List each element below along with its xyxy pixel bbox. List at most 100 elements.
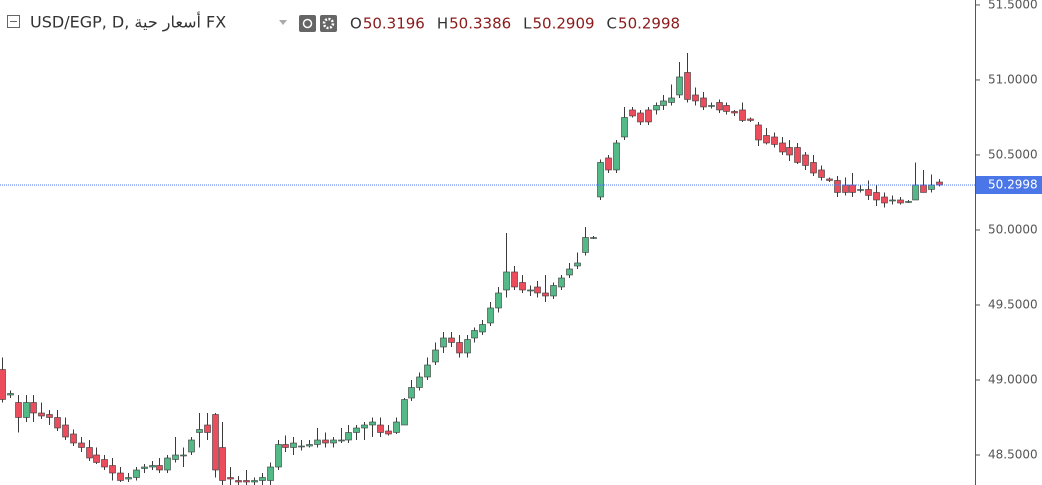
candle-body: [101, 459, 108, 468]
candle-body: [149, 465, 156, 468]
candle-body: [30, 402, 37, 414]
candle-body: [314, 439, 321, 445]
candle-body: [38, 412, 45, 417]
y-tick-label: 51.0000: [988, 72, 1038, 86]
candle-body: [534, 286, 541, 294]
candle-body: [857, 189, 864, 191]
ohlc-value: 50.3386: [449, 15, 511, 33]
ohlc-key: L: [523, 15, 532, 33]
candle-body: [739, 109, 746, 121]
collapse-button[interactable]: [7, 15, 20, 28]
candle-body: [306, 444, 313, 447]
candle-body: [723, 105, 730, 112]
candle-body: [385, 430, 392, 435]
candle-body: [495, 292, 502, 309]
candle-body: [842, 184, 849, 193]
candle-body: [637, 112, 644, 123]
candle-body: [141, 466, 148, 469]
candle-body: [322, 439, 329, 444]
legend-header: USD/EGP, D, أسعار حية FX O 50.3196 H 50.338…: [7, 12, 680, 33]
candle-body: [527, 289, 534, 292]
eye-button[interactable]: [299, 15, 316, 32]
last-price-label: 50.2998: [988, 177, 1038, 191]
candle-body: [164, 457, 171, 471]
y-tick-label: 49.0000: [988, 372, 1038, 386]
candle-body: [54, 417, 61, 429]
candle-body: [235, 480, 242, 483]
candle-body: [471, 330, 478, 339]
candle-body: [912, 184, 919, 201]
ohlc-value: 50.2909: [533, 15, 595, 33]
candle-body: [133, 469, 140, 478]
candle-body: [692, 94, 699, 102]
candle-body: [401, 399, 408, 426]
ohlc-key: H: [437, 15, 448, 33]
candle-body: [936, 181, 943, 186]
candle-body: [653, 105, 660, 111]
eye-icon: [302, 18, 313, 29]
candle-body: [70, 433, 77, 444]
candle-body: [660, 100, 667, 106]
candle-body: [369, 421, 376, 426]
candle-body: [125, 477, 132, 480]
candle-body: [779, 142, 786, 153]
candle-body: [298, 445, 305, 448]
candle-body: [676, 76, 683, 96]
candle-body: [416, 376, 423, 388]
candle-body: [440, 337, 447, 348]
candle-body: [86, 447, 93, 459]
y-tick-label: 51.5000: [988, 0, 1038, 11]
candle-body: [479, 324, 486, 333]
candle-body: [109, 465, 116, 474]
candle-body: [928, 184, 935, 190]
candle-body: [204, 424, 211, 433]
candle-body: [345, 432, 352, 441]
candle-body: [865, 189, 872, 196]
dropdown-arrow[interactable]: [279, 20, 287, 25]
candle-body: [613, 142, 620, 171]
candle-body: [377, 424, 384, 433]
candle-body: [117, 472, 124, 481]
candle-body: [558, 277, 565, 288]
candle-body: [818, 169, 825, 178]
candle-body: [810, 162, 817, 174]
plot-area: [0, 52, 975, 485]
candle-body: [826, 178, 833, 181]
candle-body: [566, 268, 573, 276]
candle-body: [243, 480, 250, 483]
candle-body: [448, 337, 455, 343]
candle-body: [668, 97, 675, 103]
candle-body: [873, 192, 880, 201]
candle-body: [212, 414, 219, 471]
candle-body: [582, 237, 589, 253]
candle-body: [771, 136, 778, 145]
candle-body: [172, 454, 179, 460]
last-price-box: [976, 175, 1042, 194]
candle-body: [716, 102, 723, 111]
y-tick-label: 50.5000: [988, 147, 1038, 161]
candle-body: [227, 477, 234, 480]
y-tick-label: 48.5000: [988, 447, 1038, 461]
candle-body: [267, 466, 274, 481]
candle-body: [464, 339, 471, 354]
candle-body: [393, 421, 400, 433]
candle-body: [849, 184, 856, 193]
candle-body: [219, 447, 226, 481]
ohlc-value: 50.3196: [363, 15, 425, 33]
ohlc-value: 50.2998: [618, 15, 680, 33]
y-tick-label: 49.5000: [988, 297, 1038, 311]
settings-button[interactable]: [320, 15, 337, 32]
candle-body: [259, 477, 266, 481]
y-tick-label: 50.0000: [988, 222, 1038, 236]
candle-body: [78, 442, 85, 448]
candle-body: [755, 124, 762, 141]
candle-body: [897, 199, 904, 204]
candle-body: [282, 444, 289, 448]
candle-body: [408, 387, 415, 399]
candle-body: [708, 105, 715, 107]
candle-body: [15, 402, 22, 418]
candle-body: [93, 454, 100, 463]
candle-body: [330, 439, 337, 444]
candle-body: [503, 271, 510, 291]
